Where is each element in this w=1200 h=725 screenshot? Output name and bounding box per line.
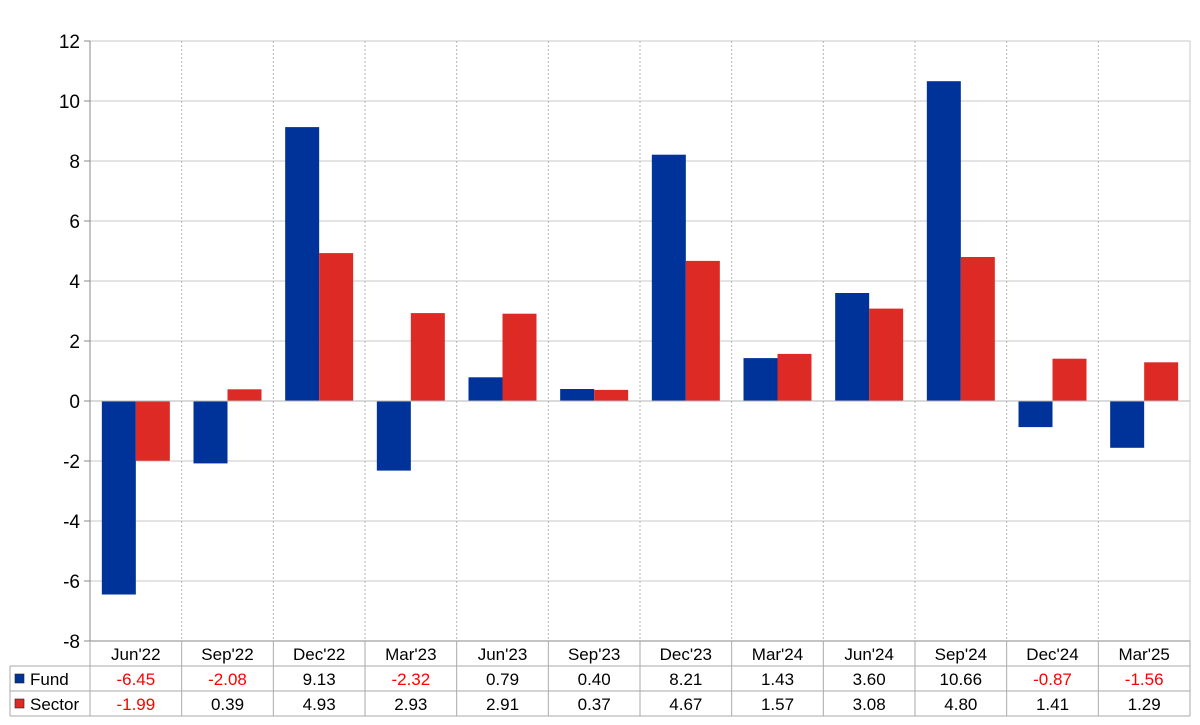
data-label-sector: 4.80 bbox=[944, 695, 977, 714]
legend-label-fund: Fund bbox=[30, 670, 69, 689]
x-tick-label: Jun'23 bbox=[478, 645, 528, 664]
bar-sector bbox=[685, 260, 720, 401]
y-tick-label: -6 bbox=[63, 572, 80, 593]
bar-sector bbox=[502, 313, 537, 401]
legend-swatch-fund bbox=[14, 673, 25, 684]
bar-sector bbox=[227, 389, 262, 401]
data-label-fund: 3.60 bbox=[853, 670, 886, 689]
bar-sector bbox=[594, 389, 629, 401]
x-tick-label: Mar'24 bbox=[752, 645, 803, 664]
bar-sector bbox=[135, 401, 170, 461]
data-label-sector: 0.37 bbox=[578, 695, 611, 714]
x-tick-label: Sep'23 bbox=[568, 645, 620, 664]
x-tick-label: Dec'24 bbox=[1026, 645, 1078, 664]
y-tick-label: 6 bbox=[69, 212, 80, 233]
data-label-sector: 3.08 bbox=[853, 695, 886, 714]
data-label-sector: 1.57 bbox=[761, 695, 794, 714]
data-label-fund: 1.43 bbox=[761, 670, 794, 689]
x-tick-label: Dec'22 bbox=[293, 645, 345, 664]
bar-fund bbox=[926, 81, 961, 401]
data-label-fund: -1.56 bbox=[1125, 670, 1164, 689]
y-tick-label: 2 bbox=[69, 332, 80, 353]
bar-sector bbox=[869, 308, 904, 401]
bar-sector bbox=[777, 353, 812, 401]
x-tick-label: Sep'22 bbox=[201, 645, 253, 664]
x-tick-label: Mar'23 bbox=[385, 645, 436, 664]
data-label-fund: -0.87 bbox=[1033, 670, 1072, 689]
bar-fund bbox=[101, 401, 136, 595]
bar-fund bbox=[743, 358, 778, 401]
y-tick-label: -8 bbox=[63, 632, 80, 653]
y-tick-label: 10 bbox=[59, 92, 80, 113]
y-axis-ticks: -8 -6 -4 -2 0 2 4 6 8 10 12 bbox=[59, 32, 81, 653]
bar-fund bbox=[376, 401, 411, 471]
y-tick-label: 4 bbox=[69, 272, 80, 293]
bar-fund bbox=[285, 127, 320, 401]
y-tick-label: 8 bbox=[69, 152, 80, 173]
data-label-sector: 4.67 bbox=[669, 695, 702, 714]
data-label-fund: -2.08 bbox=[208, 670, 247, 689]
data-label-sector: 1.41 bbox=[1036, 695, 1069, 714]
data-label-fund: -6.45 bbox=[116, 670, 155, 689]
bar-fund bbox=[651, 154, 686, 401]
data-label-fund: 10.66 bbox=[940, 670, 983, 689]
bar-sector bbox=[410, 313, 445, 401]
y-tick-label: -4 bbox=[63, 512, 80, 533]
bar-sector bbox=[319, 253, 354, 401]
gridlines bbox=[90, 40, 1190, 642]
bar-fund bbox=[560, 389, 595, 401]
data-label-sector: 1.29 bbox=[1128, 695, 1161, 714]
data-label-fund: 0.79 bbox=[486, 670, 519, 689]
data-label-sector: 0.39 bbox=[211, 695, 244, 714]
bar-fund bbox=[468, 377, 503, 401]
bar-sector bbox=[960, 257, 995, 401]
bar-fund bbox=[193, 401, 228, 464]
legend-label-sector: Sector bbox=[30, 695, 79, 714]
data-label-sector: 2.91 bbox=[486, 695, 519, 714]
data-label-fund: 9.13 bbox=[303, 670, 336, 689]
y-tick-label: 12 bbox=[59, 32, 80, 53]
x-tick-label: Mar'25 bbox=[1118, 645, 1169, 664]
bar-fund bbox=[835, 293, 870, 401]
bar-fund bbox=[1018, 401, 1053, 428]
axes bbox=[84, 40, 1191, 642]
data-label-fund: 8.21 bbox=[669, 670, 702, 689]
bars bbox=[101, 81, 1179, 595]
x-tick-label: Jun'24 bbox=[844, 645, 894, 664]
y-tick-label: 0 bbox=[69, 392, 80, 413]
data-label-sector: -1.99 bbox=[116, 695, 155, 714]
legend-swatch-sector bbox=[14, 698, 25, 709]
data-label-fund: 0.40 bbox=[578, 670, 611, 689]
data-label-fund: -2.32 bbox=[391, 670, 430, 689]
y-tick-label: -2 bbox=[63, 452, 80, 473]
x-tick-label: Sep'24 bbox=[935, 645, 987, 664]
bar-sector bbox=[1144, 362, 1179, 401]
data-label-sector: 2.93 bbox=[394, 695, 427, 714]
bar-sector bbox=[1052, 358, 1087, 401]
x-tick-label: Jun'22 bbox=[111, 645, 161, 664]
x-tick-label: Dec'23 bbox=[660, 645, 712, 664]
bar-fund bbox=[1110, 401, 1145, 448]
data-table: Jun'22 Sep'22 Dec'22 Mar'23 Jun'23 Sep'23 Dec'… bbox=[9, 640, 1191, 717]
data-label-sector: 4.93 bbox=[303, 695, 336, 714]
